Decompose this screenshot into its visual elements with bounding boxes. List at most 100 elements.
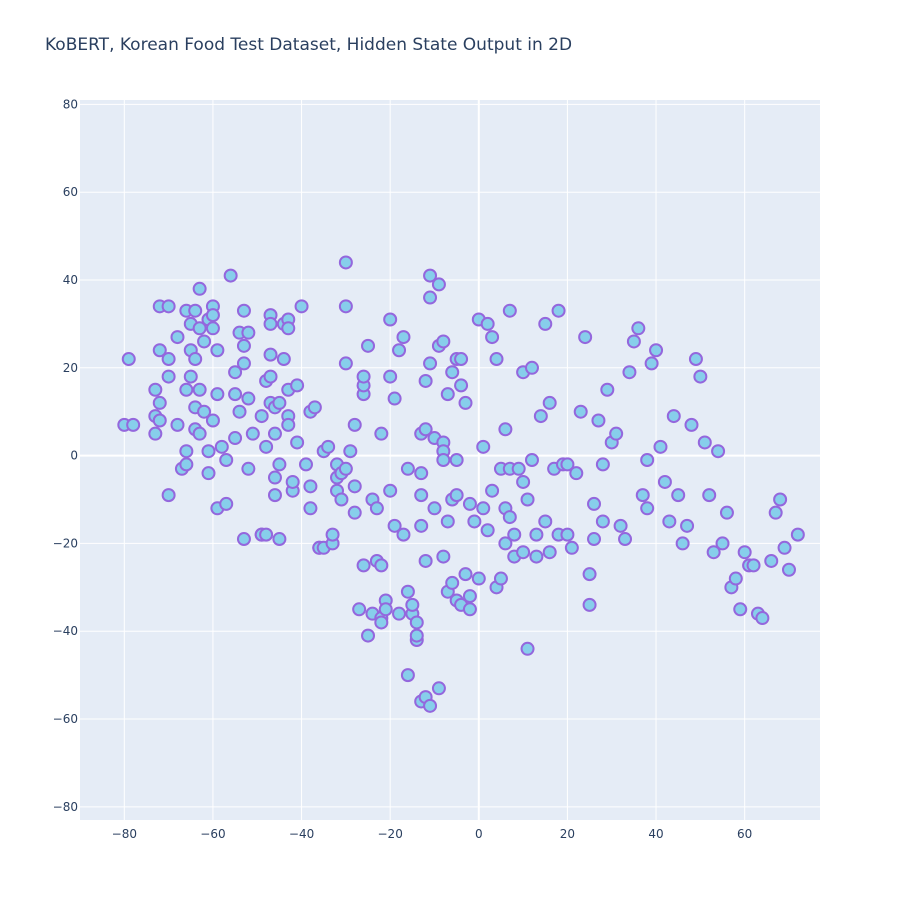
data-point <box>587 532 602 547</box>
data-point <box>498 422 513 437</box>
data-point <box>516 474 531 489</box>
data-point <box>192 382 207 397</box>
data-point <box>228 387 243 402</box>
data-point <box>400 668 415 683</box>
data-point <box>657 474 672 489</box>
data-point <box>321 439 336 454</box>
data-point <box>653 439 668 454</box>
data-point <box>622 365 637 380</box>
data-point <box>290 435 305 450</box>
data-point <box>383 483 398 498</box>
data-point <box>414 466 429 481</box>
x-tick-label: 20 <box>560 827 575 841</box>
data-point <box>777 540 792 555</box>
data-point <box>396 330 411 345</box>
data-point <box>755 611 770 626</box>
data-point <box>241 461 256 476</box>
data-point <box>405 597 420 612</box>
data-point <box>197 404 212 419</box>
data-point <box>480 523 495 538</box>
data-point <box>161 352 176 367</box>
data-point <box>706 545 721 560</box>
data-point <box>719 505 734 520</box>
data-point <box>476 439 491 454</box>
x-tick-label: −80 <box>112 827 137 841</box>
data-point <box>737 545 752 560</box>
data-point <box>152 395 167 410</box>
data-point <box>236 532 251 547</box>
data-point <box>529 549 544 564</box>
data-point <box>697 435 712 450</box>
data-point <box>236 338 251 353</box>
data-point <box>462 496 477 511</box>
data-point <box>228 431 243 446</box>
data-point <box>347 479 362 494</box>
data-point <box>542 545 557 560</box>
data-point <box>507 527 522 542</box>
data-point <box>374 426 389 441</box>
data-point <box>595 514 610 529</box>
data-points <box>117 255 805 713</box>
data-point <box>232 404 247 419</box>
data-point <box>338 356 353 371</box>
data-point <box>303 479 318 494</box>
data-point <box>245 426 260 441</box>
data-point <box>378 602 393 617</box>
data-point <box>449 488 464 503</box>
data-point <box>445 365 460 380</box>
data-point <box>498 536 513 551</box>
data-point <box>626 334 641 349</box>
data-point <box>409 628 424 643</box>
data-point <box>485 330 500 345</box>
data-point <box>338 461 353 476</box>
data-point <box>688 352 703 367</box>
data-point <box>436 453 451 467</box>
x-tick-label: 0 <box>475 827 483 841</box>
data-point <box>201 444 216 459</box>
data-point <box>711 444 726 459</box>
data-point <box>418 553 433 568</box>
data-point <box>254 409 269 424</box>
x-tick-label: −60 <box>200 827 225 841</box>
data-point <box>418 422 433 437</box>
data-point <box>764 553 779 568</box>
data-point <box>436 549 451 564</box>
data-point <box>400 584 415 599</box>
data-point <box>356 369 371 384</box>
x-tick-label: 60 <box>737 827 752 841</box>
x-axis: −80 −60 −40 −20 0 20 40 60 <box>112 827 753 841</box>
data-point <box>440 514 455 529</box>
data-point <box>392 343 407 358</box>
y-tick-label: 80 <box>63 97 78 111</box>
data-point <box>414 518 429 533</box>
data-point <box>205 321 220 336</box>
data-point <box>369 501 384 516</box>
data-point <box>325 527 340 542</box>
data-point <box>671 488 686 503</box>
data-point <box>538 316 553 331</box>
data-point <box>587 496 602 511</box>
data-point <box>219 453 234 467</box>
data-point <box>569 466 584 481</box>
data-point <box>409 615 424 630</box>
data-point <box>241 325 256 340</box>
data-point <box>205 413 220 428</box>
data-point <box>236 356 251 371</box>
data-point <box>746 558 761 573</box>
data-point <box>529 527 544 542</box>
data-point <box>210 343 225 358</box>
data-point <box>290 378 305 393</box>
data-point <box>511 461 526 476</box>
data-point <box>259 439 274 454</box>
data-point <box>649 343 664 358</box>
data-point <box>524 360 539 375</box>
data-point <box>343 444 358 459</box>
data-point <box>445 575 460 590</box>
data-point <box>728 571 743 586</box>
data-point <box>591 413 606 428</box>
data-point <box>223 268 238 283</box>
data-point <box>374 558 389 573</box>
data-point <box>715 536 730 551</box>
data-point <box>188 303 203 318</box>
